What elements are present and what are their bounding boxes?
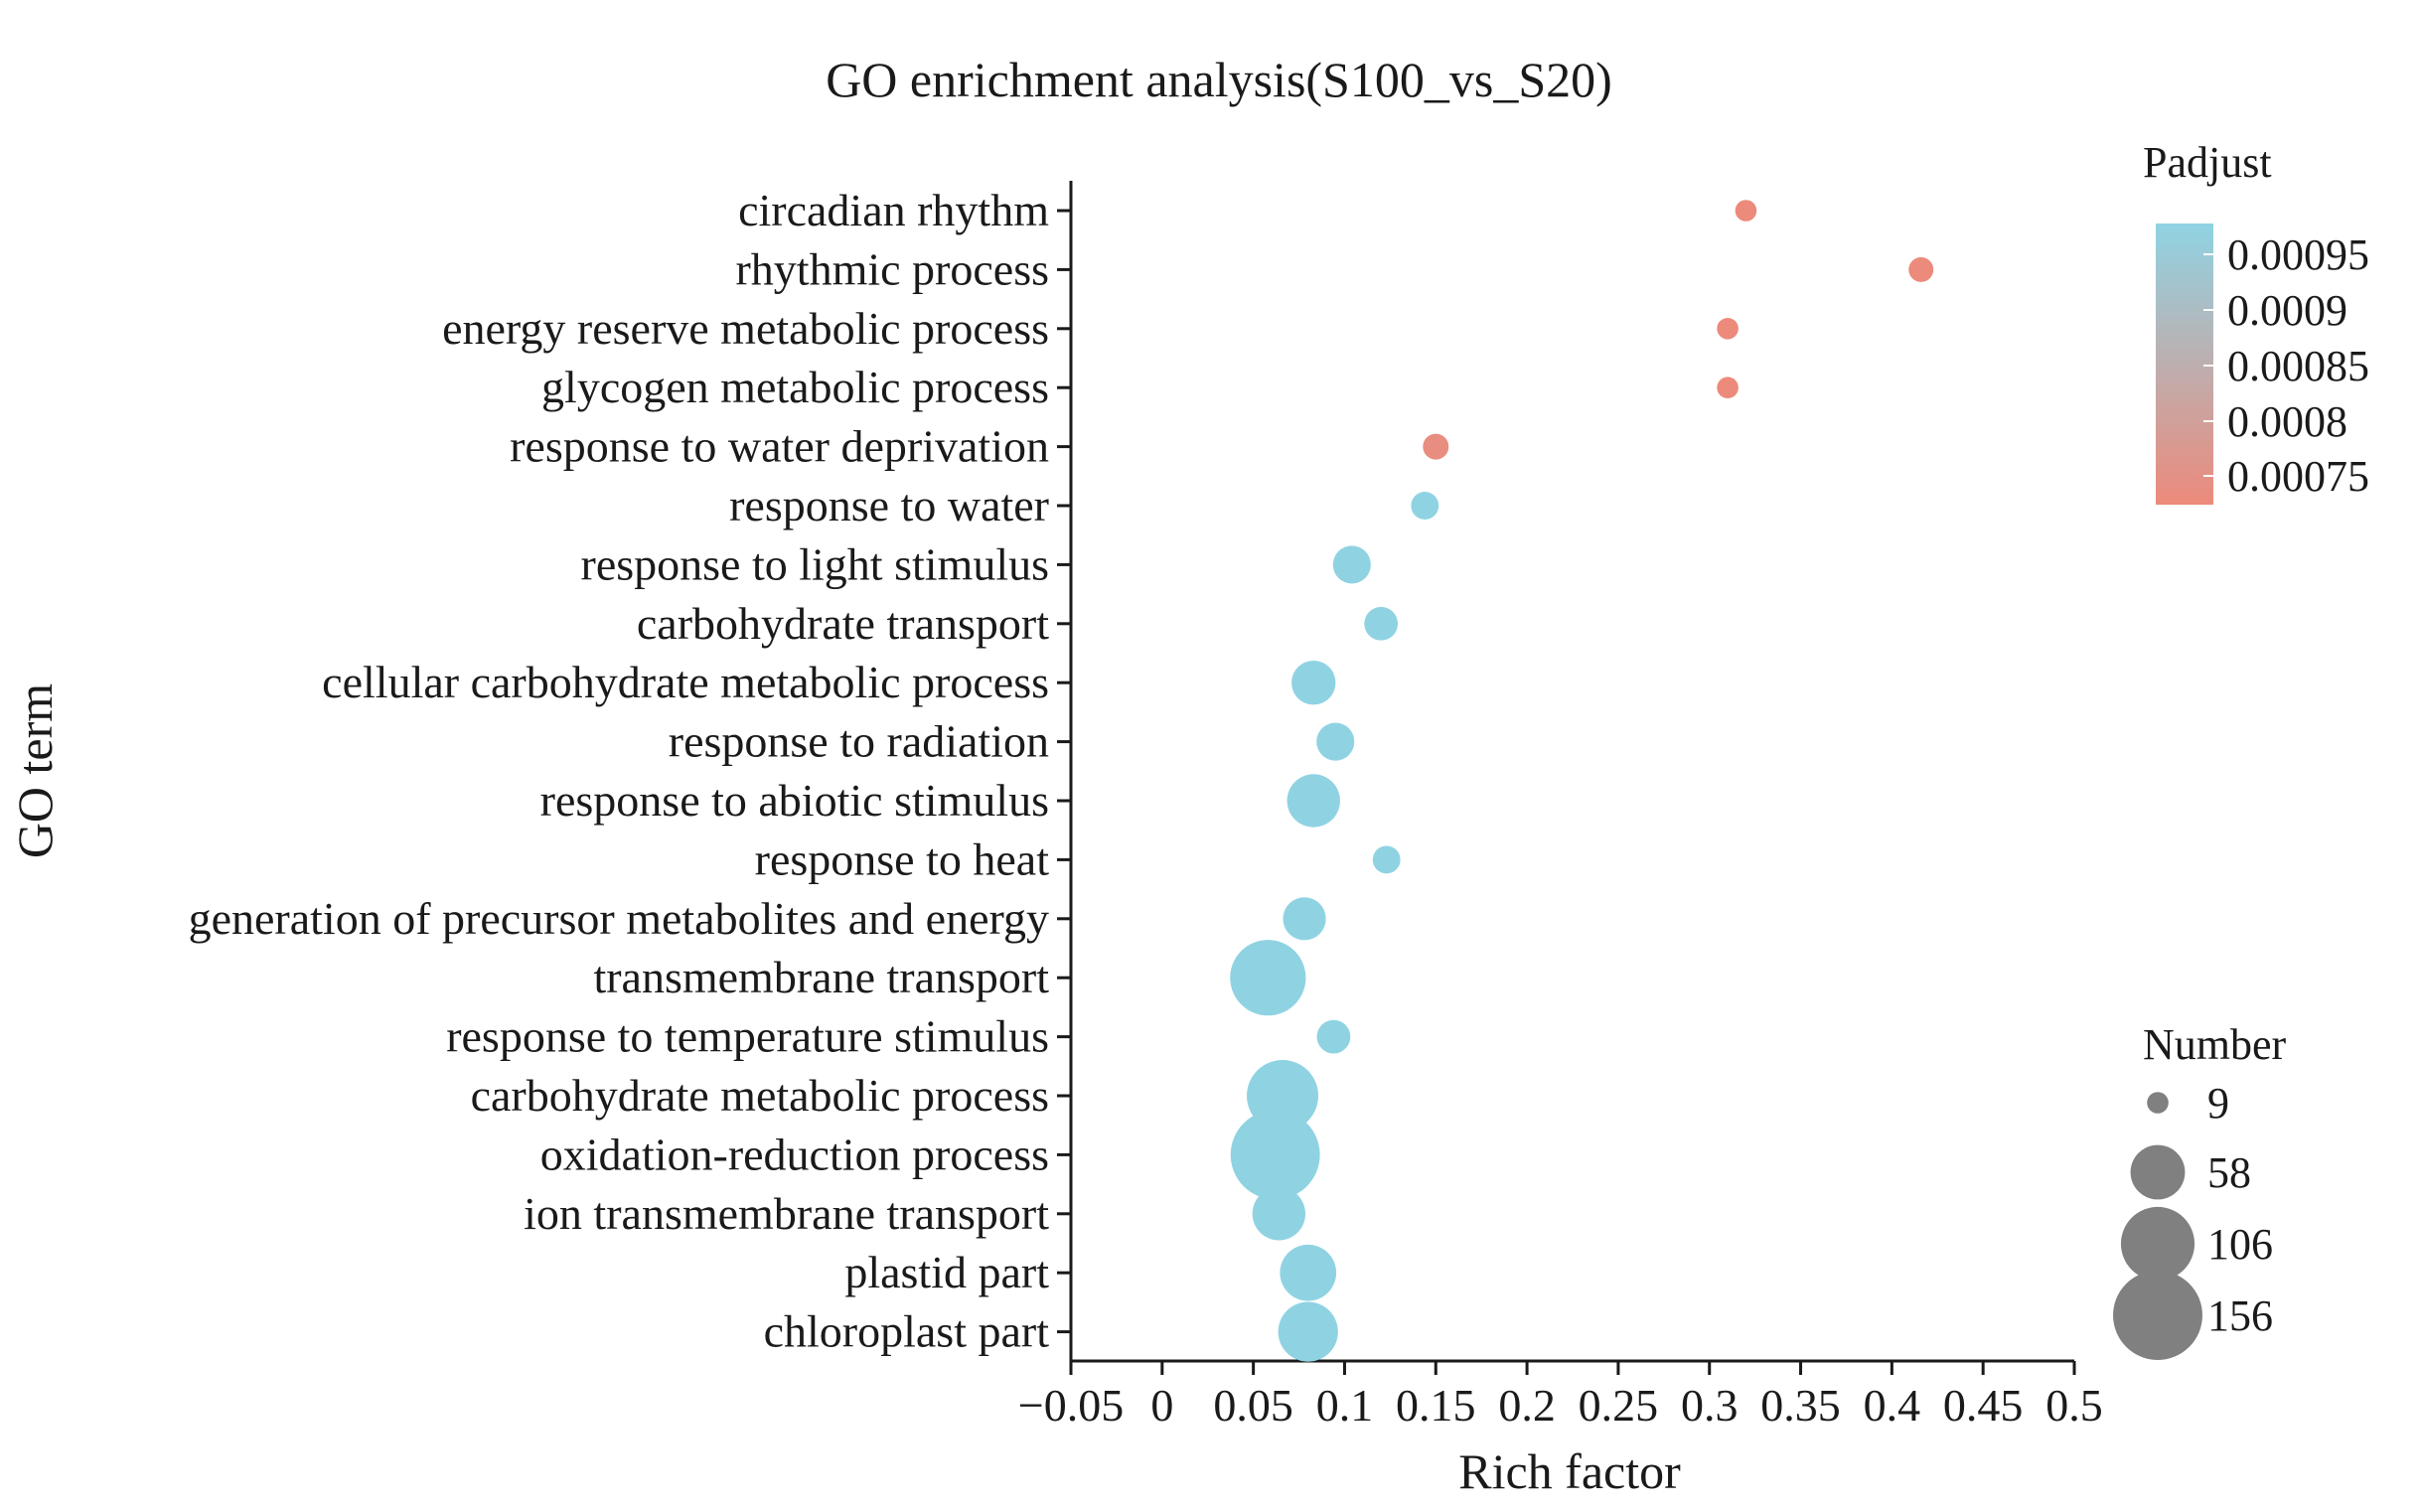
data-point xyxy=(1252,1187,1306,1241)
x-tick-label: 0.05 xyxy=(1213,1380,1293,1431)
data-point xyxy=(1423,433,1449,460)
data-point xyxy=(1280,1244,1337,1301)
y-tick-label: circadian rhythm xyxy=(738,185,1049,235)
x-tick-label: 0.35 xyxy=(1760,1380,1841,1431)
y-tick-label: cellular carbohydrate metabolic process xyxy=(322,657,1049,707)
y-tick-label: carbohydrate transport xyxy=(637,598,1049,649)
data-point xyxy=(1286,774,1340,828)
size-legend-circle xyxy=(2147,1092,2169,1114)
y-tick-label: rhythmic process xyxy=(735,243,1049,294)
data-point xyxy=(1283,897,1326,941)
size-legend-label: 58 xyxy=(2207,1148,2251,1197)
x-tick-label: −0.05 xyxy=(1018,1380,1124,1431)
data-point xyxy=(1291,661,1336,705)
color-legend-title: Padjust xyxy=(2143,138,2272,187)
data-point xyxy=(1372,845,1401,874)
y-tick-label: response to water deprivation xyxy=(510,421,1049,472)
y-tick-label: response to light stimulus xyxy=(581,538,1050,589)
size-legend-label: 106 xyxy=(2207,1220,2273,1269)
x-tick-label: 0.4 xyxy=(1864,1380,1921,1431)
size-legend-label: 9 xyxy=(2207,1079,2229,1128)
color-legend-tick-label: 0.0009 xyxy=(2227,286,2347,335)
x-tick-label: 0.3 xyxy=(1681,1380,1739,1431)
y-tick-label: response to radiation xyxy=(669,716,1049,767)
y-tick-label: oxidation-reduction process xyxy=(540,1129,1049,1179)
y-tick-label: transmembrane transport xyxy=(593,952,1049,1002)
y-tick-label: generation of precursor metabolites and … xyxy=(189,893,1049,944)
data-point xyxy=(1332,545,1371,584)
y-tick-label: response to heat xyxy=(755,833,1050,884)
y-axis-label: GO term xyxy=(7,683,63,858)
x-tick-label: 0.45 xyxy=(1943,1380,2024,1431)
size-legend-circle xyxy=(2130,1144,2186,1200)
size-legend-circle xyxy=(2113,1271,2202,1360)
x-tick-label: 0.15 xyxy=(1396,1380,1476,1431)
y-tick-label: energy reserve metabolic process xyxy=(442,303,1049,354)
data-point xyxy=(1717,377,1739,399)
size-legend-title: Number xyxy=(2143,1020,2287,1069)
x-tick-label: 0.25 xyxy=(1579,1380,1659,1431)
data-point xyxy=(1717,318,1739,340)
data-point xyxy=(1278,1301,1338,1362)
x-tick-label: 0.1 xyxy=(1316,1380,1374,1431)
x-tick-label: 0.2 xyxy=(1498,1380,1556,1431)
data-point xyxy=(1364,606,1399,641)
data-point xyxy=(1411,492,1439,520)
data-point xyxy=(1316,1019,1351,1054)
x-tick-label: 0 xyxy=(1150,1380,1173,1431)
y-tick-label: carbohydrate metabolic process xyxy=(471,1070,1049,1121)
data-point xyxy=(1316,722,1355,761)
y-tick-label: response to temperature stimulus xyxy=(446,1011,1049,1062)
x-axis-label: Rich factor xyxy=(1458,1443,1681,1499)
y-tick-label: response to water xyxy=(729,480,1049,530)
data-point xyxy=(1230,1110,1320,1200)
size-legend-circle xyxy=(2120,1206,2195,1282)
color-legend-tick-label: 0.00095 xyxy=(2227,230,2369,279)
y-tick-label: plastid part xyxy=(844,1247,1049,1297)
x-tick-label: 0.5 xyxy=(2045,1380,2103,1431)
color-legend-tick-label: 0.0008 xyxy=(2227,397,2347,446)
y-tick-label: chloroplast part xyxy=(764,1306,1050,1357)
chart-title: GO enrichment analysis(S100_vs_S20) xyxy=(826,52,1612,107)
color-legend-bar xyxy=(2156,224,2213,505)
y-tick-label: ion transmembrane transport xyxy=(524,1188,1049,1239)
y-tick-label: response to abiotic stimulus xyxy=(540,775,1049,826)
y-tick-label: glycogen metabolic process xyxy=(541,362,1049,412)
data-point xyxy=(1230,940,1306,1016)
size-legend-label: 156 xyxy=(2207,1291,2273,1340)
color-legend-tick-label: 0.00085 xyxy=(2227,342,2369,390)
data-point xyxy=(1908,256,1934,282)
color-legend-tick-label: 0.00075 xyxy=(2227,452,2369,501)
data-point xyxy=(1735,200,1757,222)
